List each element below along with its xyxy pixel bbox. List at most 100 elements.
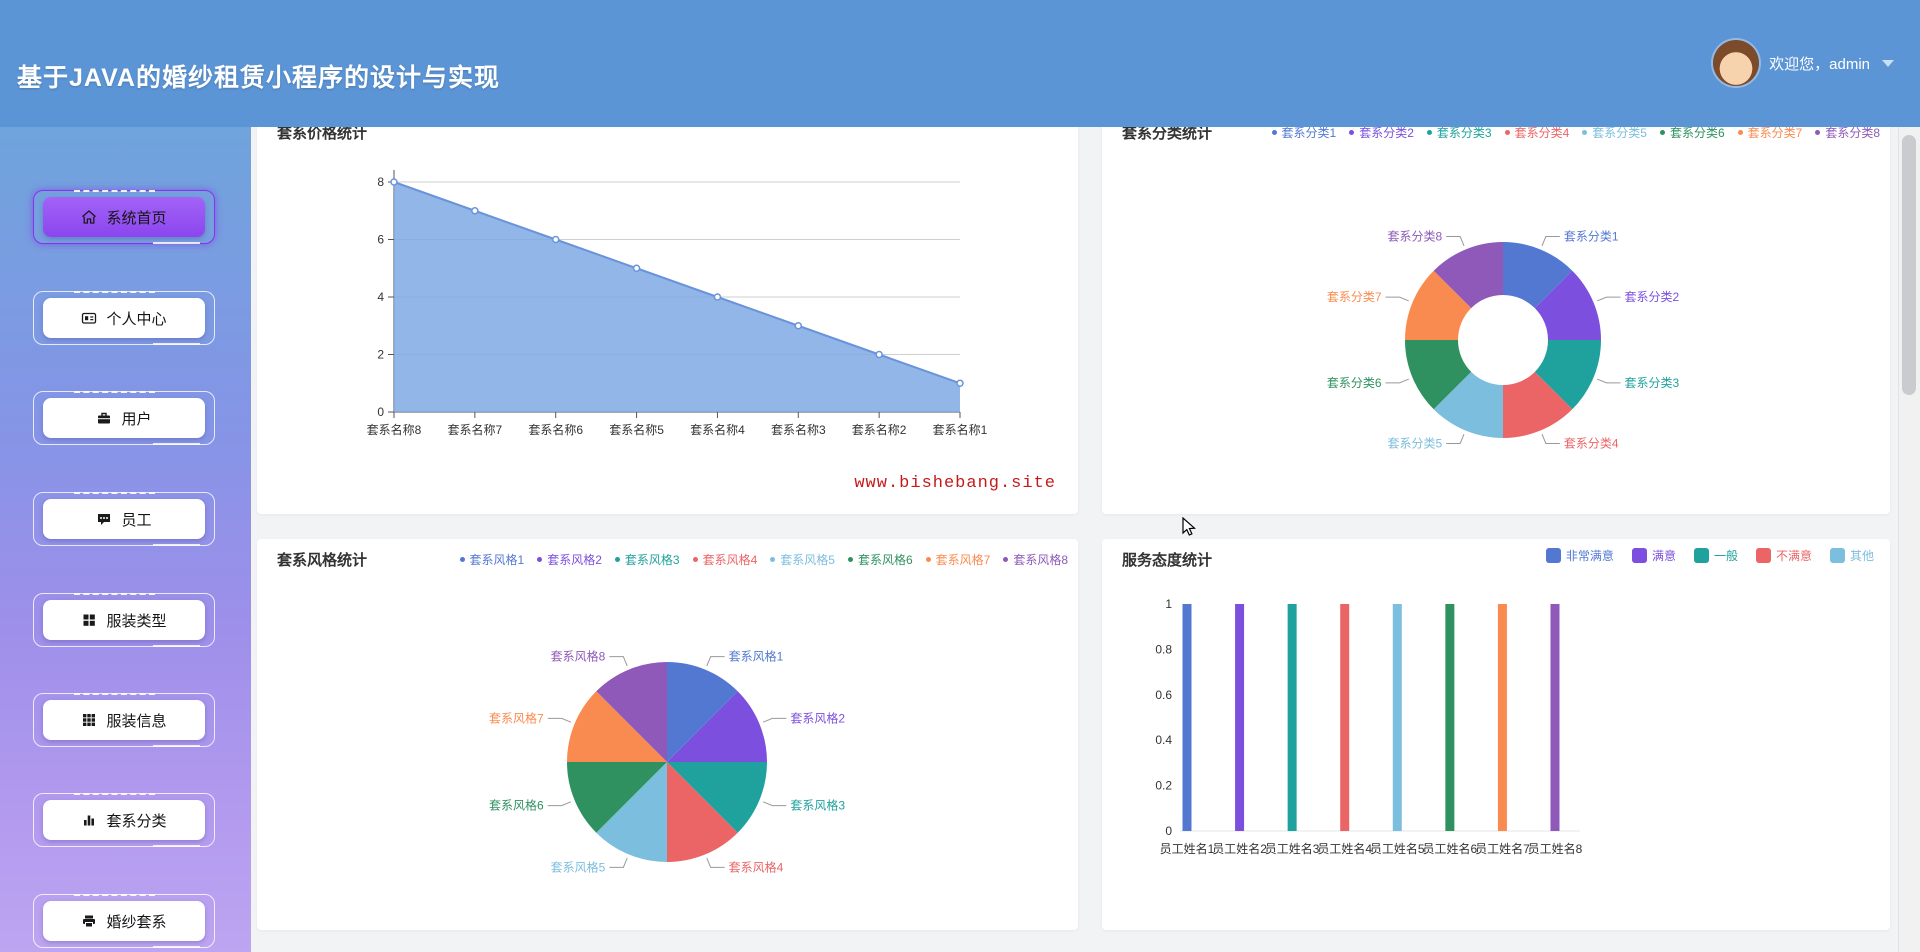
legend-marker <box>459 557 465 562</box>
sidebar-item-5[interactable]: 服装类型 <box>33 593 215 647</box>
sidebar-button[interactable]: 套系分类 <box>43 800 205 840</box>
sidebar-item-label: 服装类型 <box>106 612 167 630</box>
scrollbar-thumb[interactable] <box>1902 135 1916 395</box>
svg-text:套系名称2: 套系名称2 <box>852 422 907 437</box>
legend-marker <box>1003 557 1009 562</box>
svg-text:套系名称1: 套系名称1 <box>933 422 988 437</box>
svg-text:0: 0 <box>377 405 384 419</box>
legend-item[interactable]: 套系分类7 <box>1737 124 1803 141</box>
svg-text:员工姓名6: 员工姓名6 <box>1423 841 1478 856</box>
sidebar-item-8[interactable]: 婚纱套系 <box>33 894 215 948</box>
svg-text:套系风格8: 套系风格8 <box>551 649 606 664</box>
sidebar-item-1[interactable]: 系统首页 <box>33 190 215 244</box>
home-icon <box>81 209 97 225</box>
bar-chart-service: 00.20.40.60.81员工姓名1员工姓名2员工姓名3员工姓名4员工姓名5员… <box>1155 597 1583 856</box>
avatar[interactable] <box>1713 40 1760 86</box>
idcard-icon <box>81 310 97 326</box>
legend-item[interactable]: 套系分类8 <box>1815 124 1880 141</box>
legend-label: 套系分类3 <box>1436 126 1492 140</box>
sidebar-item-2[interactable]: 个人中心 <box>33 291 215 345</box>
sidebar-item-3[interactable]: 用户 <box>33 391 215 445</box>
svg-text:套系名称8: 套系名称8 <box>367 422 422 437</box>
svg-text:员工姓名8: 员工姓名8 <box>1528 841 1583 856</box>
panel-service-stats: 服务态度统计 非常满意 满意 一般 不满意 其他 0 0.2 0.4 0.6 0.8 1 员工姓名1… <box>1102 539 1890 930</box>
panel-title: 套系价格统计 <box>277 125 368 142</box>
user-menu[interactable]: 欢迎您，admin <box>1713 40 1894 86</box>
sidebar-button[interactable]: 服装类型 <box>43 600 205 640</box>
svg-text:4: 4 <box>377 290 384 304</box>
legend-item[interactable]: 套系风格6 <box>847 551 913 568</box>
legend-item[interactable]: 非常满意 <box>1545 547 1614 564</box>
area-chart-price: 0 2 4 6 8 套系名称8 套系名称7 套系名称6 套系名称5 套系名称4 套系名称3 套系名称2… <box>367 170 988 437</box>
sidebar-item-7[interactable]: 套系分类 <box>33 793 215 847</box>
chat-icon <box>96 511 112 527</box>
legend-marker <box>692 557 698 562</box>
legend-item[interactable]: 套系风格3 <box>614 551 680 568</box>
sidebar-item-4[interactable]: 员工 <box>33 492 215 546</box>
sidebar-item-label: 用户 <box>121 410 152 428</box>
legend-marker <box>925 557 931 562</box>
sidebar-button[interactable]: 员工 <box>43 499 205 539</box>
legend-item[interactable]: 套系分类1 <box>1271 124 1336 141</box>
svg-text:0.6: 0.6 <box>1155 688 1172 702</box>
legend-label: 套系分类2 <box>1359 126 1414 140</box>
svg-text:套系分类4: 套系分类4 <box>1564 436 1619 450</box>
svg-text:套系分类6: 套系分类6 <box>1327 376 1382 390</box>
legend-label: 套系风格5 <box>780 553 835 567</box>
svg-text:套系风格6: 套系风格6 <box>489 798 544 813</box>
legend-label: 套系风格7 <box>935 553 991 567</box>
sidebar-item-6[interactable]: 服装信息 <box>33 693 215 747</box>
legend-marker <box>537 557 543 562</box>
sidebar-item-label: 服装信息 <box>106 712 167 730</box>
legend-label: 套系分类4 <box>1514 126 1570 140</box>
legend-label: 套系分类7 <box>1747 126 1803 140</box>
legend-label: 套系风格2 <box>547 553 602 567</box>
panel-title: 套系风格统计 <box>277 552 368 569</box>
legend-item[interactable]: 套系风格4 <box>692 551 757 568</box>
svg-text:套系名称4: 套系名称4 <box>690 422 745 437</box>
svg-text:套系风格3: 套系风格3 <box>790 798 845 813</box>
legend-item[interactable]: 套系风格2 <box>537 551 602 568</box>
legend-item[interactable]: 满意 <box>1631 547 1676 564</box>
legend-item[interactable]: 套系风格8 <box>1003 551 1068 568</box>
sidebar: 系统首页个人中心用户员工服装类型服装信息套系分类婚纱套系 <box>0 127 251 952</box>
site-watermark: www.bishebang.site <box>854 474 1056 493</box>
legend-item[interactable]: 套系分类4 <box>1504 124 1570 141</box>
legend-item[interactable]: 套系风格5 <box>770 551 835 568</box>
sidebar-button[interactable]: 个人中心 <box>43 298 205 338</box>
legend-item[interactable]: 套系分类3 <box>1426 124 1492 141</box>
legend-item[interactable]: 套系风格1 <box>459 551 525 568</box>
sidebar-item-label: 系统首页 <box>106 209 167 227</box>
legend-marker <box>1426 130 1432 135</box>
legend-marker <box>1631 548 1647 563</box>
legend-item[interactable]: 套系分类5 <box>1582 124 1647 141</box>
legend-item[interactable]: 套系分类6 <box>1659 124 1725 141</box>
legend-item[interactable]: 其他 <box>1829 547 1874 564</box>
legend: 非常满意 满意 一般 不满意 其他 <box>1545 547 1874 564</box>
svg-text:员工姓名3: 员工姓名3 <box>1265 841 1320 856</box>
legend-marker <box>1659 130 1665 135</box>
legend-label: 套系风格1 <box>469 553 525 567</box>
svg-text:套系分类2: 套系分类2 <box>1624 290 1679 304</box>
sidebar-button[interactable]: 婚纱套系 <box>43 901 205 941</box>
legend: 套系风格1 套系风格2 套系风格3 套系风格4 套系风格5 套系风格6 套系风格7 套系风格8 <box>459 551 1068 568</box>
legend-marker <box>1815 130 1821 135</box>
legend-item[interactable]: 不满意 <box>1755 547 1812 564</box>
legend-item[interactable]: 一般 <box>1693 547 1738 564</box>
legend-label: 一般 <box>1713 549 1738 563</box>
svg-text:套系分类1: 套系分类1 <box>1564 230 1619 244</box>
svg-text:员工姓名1: 员工姓名1 <box>1160 841 1215 856</box>
sidebar-button[interactable]: 用户 <box>43 398 205 438</box>
legend-item[interactable]: 套系风格7 <box>925 551 991 568</box>
legend-marker <box>1737 130 1743 135</box>
scrollbar-track[interactable] <box>1898 127 1920 952</box>
svg-text:套系分类7: 套系分类7 <box>1327 290 1382 304</box>
mouse-cursor <box>1182 517 1196 536</box>
sidebar-button[interactable]: 系统首页 <box>43 197 205 237</box>
legend-marker <box>614 557 620 562</box>
svg-text:套系名称6: 套系名称6 <box>528 422 583 437</box>
sidebar-button[interactable]: 服装信息 <box>43 700 205 740</box>
chevron-down-icon <box>1882 59 1894 67</box>
grid3-icon <box>81 712 97 728</box>
legend-item[interactable]: 套系分类2 <box>1349 124 1414 141</box>
